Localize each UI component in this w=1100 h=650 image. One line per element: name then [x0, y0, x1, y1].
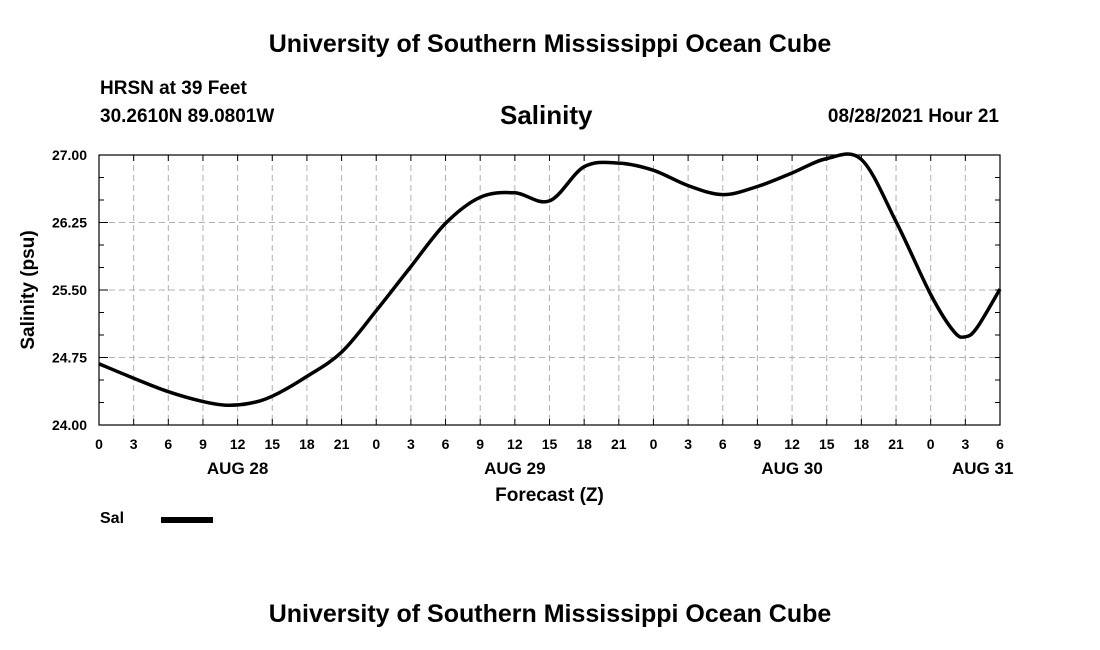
x-tick-label: 21 — [334, 436, 350, 452]
bottom-title: University of Southern Mississippi Ocean… — [268, 600, 832, 628]
x-tick-label: 9 — [754, 436, 762, 452]
x-tick-label: 3 — [407, 436, 415, 452]
x-tick-label: 9 — [199, 436, 207, 452]
chart-title: Salinity — [500, 100, 593, 130]
day-label: AUG 31 — [952, 459, 1013, 478]
x-tick-label: 12 — [784, 436, 800, 452]
legend-line-swatch — [161, 517, 213, 523]
x-tick-label: 21 — [611, 436, 627, 452]
x-tick-label: 6 — [164, 436, 172, 452]
x-tick-label: 18 — [299, 436, 315, 452]
legend-label: Sal — [100, 510, 125, 527]
x-tick-label: 0 — [372, 436, 380, 452]
y-tick-label: 24.75 — [52, 350, 87, 366]
x-tick-label: 12 — [230, 436, 246, 452]
station-label: HRSN at 39 Feet — [100, 78, 247, 99]
x-tick-label: 18 — [854, 436, 870, 452]
y-tick-label: 26.25 — [52, 215, 87, 231]
x-tick-label: 15 — [819, 436, 835, 452]
y-axis-label: Salinity (psu) — [18, 230, 39, 349]
y-tick-label: 27.00 — [52, 147, 87, 163]
x-tick-label: 6 — [996, 436, 1004, 452]
x-tick-label: 0 — [95, 436, 103, 452]
day-label: AUG 29 — [484, 459, 545, 478]
x-tick-label: 6 — [719, 436, 727, 452]
location-label: 30.2610N 89.0801W — [100, 106, 275, 127]
x-tick-label: 15 — [264, 436, 280, 452]
y-tick-label: 24.00 — [52, 417, 87, 433]
x-axis-label: Forecast (Z) — [495, 485, 604, 506]
x-tick-label: 9 — [476, 436, 484, 452]
y-tick-label: 25.50 — [52, 282, 87, 298]
x-tick-label: 18 — [576, 436, 592, 452]
x-tick-label: 6 — [442, 436, 450, 452]
day-label: AUG 28 — [207, 459, 268, 478]
series-line-sal — [98, 152, 1002, 408]
x-tick-label: 3 — [130, 436, 138, 452]
x-tick-label: 0 — [650, 436, 658, 452]
x-tick-label: 3 — [961, 436, 969, 452]
x-tick-label: 3 — [684, 436, 692, 452]
timestamp-label: 08/28/2021 Hour 21 — [827, 106, 999, 127]
top-title: University of Southern Mississippi Ocean… — [268, 30, 832, 58]
x-tick-label: 12 — [507, 436, 523, 452]
x-tick-label: 0 — [927, 436, 935, 452]
x-tick-label: 15 — [542, 436, 558, 452]
x-tick-label: 21 — [888, 436, 904, 452]
day-label: AUG 30 — [761, 459, 822, 478]
